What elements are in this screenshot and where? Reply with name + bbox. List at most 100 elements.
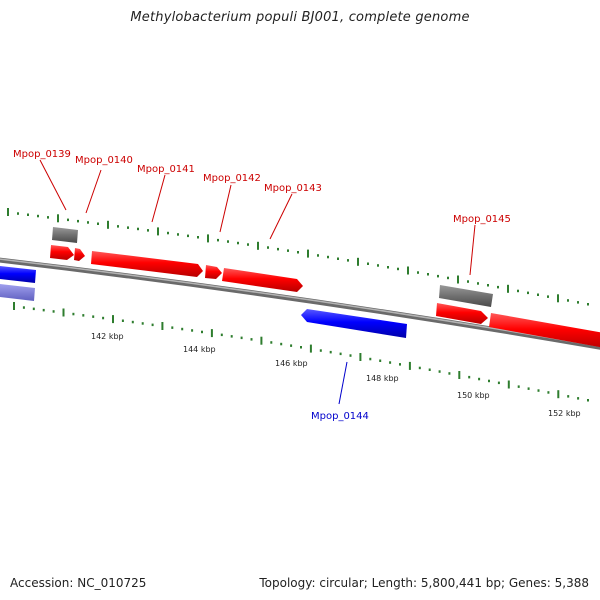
outer-ring-major-tick — [207, 234, 209, 243]
inner-ring-minor-tick — [300, 346, 302, 349]
inner-ring-major-tick — [408, 361, 411, 370]
outer-ring-major-tick — [57, 214, 59, 223]
outer-ring-minor-tick — [367, 262, 369, 265]
outer-ring-major-tick — [307, 249, 309, 258]
outer-ring-minor-tick — [487, 284, 489, 287]
gene-arrow-mpop0142[interactable] — [205, 265, 222, 279]
outer-ring-minor-tick — [147, 229, 149, 232]
gene-label-mpop0144[interactable]: Mpop_0144 — [311, 411, 369, 422]
outer-ring-minor-tick — [317, 254, 319, 257]
inner-ring-minor-tick — [527, 387, 530, 390]
inner-ring-major-tick — [309, 344, 312, 353]
inner-ring-minor-tick — [42, 308, 45, 312]
scale-label-144: 144 kbp — [183, 345, 216, 354]
outer-ring-minor-tick — [427, 273, 429, 276]
inner-ring-minor-tick — [517, 385, 520, 388]
inner-ring-minor-tick — [478, 377, 481, 381]
gene-label-mpop0140[interactable]: Mpop_0140 — [75, 155, 133, 166]
inner-ring-minor-tick — [488, 379, 490, 383]
scale-label-148: 148 kbp — [366, 374, 399, 383]
inner-ring-minor-tick — [102, 316, 105, 320]
gene-label-mpop0142[interactable]: Mpop_0142 — [203, 173, 261, 184]
outer-ring-minor-tick — [97, 222, 99, 225]
inner-ring-minor-tick — [171, 326, 174, 329]
gene-arrow-mpop0141[interactable] — [91, 251, 203, 277]
inner-ring-minor-tick — [547, 391, 550, 394]
inner-ring-minor-tick — [290, 344, 293, 347]
accession-label: Accession: NC_010725 — [10, 576, 147, 590]
gene-arrow-next[interactable] — [489, 313, 600, 349]
genome-backbone — [0, 257, 600, 350]
outer-ring-major-tick — [457, 275, 459, 284]
inner-ring-major-tick — [161, 322, 164, 330]
inner-ring-minor-tick — [131, 320, 134, 324]
outer-ring-major-tick — [257, 241, 259, 250]
inner-ring-minor-tick — [468, 375, 471, 379]
outer-ring-minor-tick — [447, 276, 449, 280]
inner-ring-minor-tick — [587, 399, 589, 402]
inner-ring-minor-tick — [389, 361, 392, 364]
outer-ring-minor-tick — [537, 293, 539, 296]
outer-ring-major-tick — [407, 266, 409, 275]
scale-label-142: 142 kbp — [91, 332, 124, 341]
reverse-gene-left-edge[interactable] — [0, 266, 36, 283]
outer-ring-minor-tick — [137, 227, 139, 231]
inner-ring-minor-tick — [92, 315, 95, 318]
gene-arrow-mpop0143[interactable] — [222, 268, 303, 292]
outer-ring-minor-tick — [547, 295, 549, 298]
outer-ring-minor-tick — [577, 301, 579, 304]
inner-ring-minor-tick — [191, 329, 194, 332]
outer-ring-minor-tick — [37, 214, 39, 218]
rna-gene-2[interactable] — [439, 285, 493, 307]
outer-tick-ring — [7, 208, 589, 306]
inner-ring-minor-tick — [141, 322, 144, 325]
outer-ring-minor-tick — [417, 271, 419, 274]
gene-label-mpop0145[interactable]: Mpop_0145 — [453, 214, 511, 225]
outer-ring-minor-tick — [397, 267, 399, 271]
outer-ring-minor-tick — [117, 225, 119, 228]
inner-ring-minor-tick — [82, 314, 85, 317]
outer-ring-minor-tick — [297, 251, 299, 254]
outer-ring-minor-tick — [477, 282, 479, 285]
outer-ring-minor-tick — [17, 212, 19, 215]
inner-ring-minor-tick — [497, 381, 500, 385]
inner-ring-major-tick — [260, 336, 263, 345]
inner-ring-minor-tick — [72, 312, 75, 316]
outer-ring-minor-tick — [247, 243, 249, 246]
outer-ring-minor-tick — [27, 213, 29, 216]
outer-ring-minor-tick — [497, 285, 499, 289]
outer-ring-minor-tick — [197, 236, 199, 239]
outer-ring-major-tick — [357, 257, 359, 266]
inner-ring-minor-tick — [399, 363, 401, 366]
inner-ring-major-tick — [359, 353, 362, 361]
inner-ring-minor-tick — [32, 307, 35, 311]
outer-ring-minor-tick — [47, 216, 49, 219]
gene-arrow-mpop0139[interactable] — [50, 245, 74, 260]
outer-ring-minor-tick — [437, 274, 439, 278]
inner-ring-minor-tick — [448, 372, 451, 375]
inner-ring-minor-tick — [270, 341, 273, 344]
scale-label-152: 152 kbp — [548, 409, 581, 418]
gene-label-mpop0141[interactable]: Mpop_0141 — [137, 164, 195, 175]
gene-arrow-mpop0140[interactable] — [74, 248, 85, 261]
inner-ring-minor-tick — [418, 366, 421, 370]
outer-ring-minor-tick — [287, 249, 289, 252]
inner-ring-major-tick — [458, 371, 461, 379]
outer-ring-minor-tick — [467, 280, 469, 283]
reverse-gene-left-edge-faded[interactable] — [0, 284, 35, 301]
inner-ring-major-tick — [210, 329, 213, 338]
inner-ring-minor-tick — [329, 350, 332, 354]
gene-leader-lines — [39, 159, 476, 405]
rna-gene-1[interactable] — [52, 227, 78, 243]
map-title: Methylobacterium populi BJ001, complete … — [130, 10, 470, 25]
inner-ring-minor-tick — [240, 336, 243, 340]
scale-label-150: 150 kbp — [457, 391, 490, 400]
gene-arrow-mpop0145[interactable] — [436, 303, 488, 324]
inner-ring-minor-tick — [121, 319, 124, 322]
gene-arrow-mpop0144[interactable] — [301, 309, 407, 338]
gene-label-mpop0143[interactable]: Mpop_0143 — [264, 183, 322, 194]
gene-label-mpop0139[interactable]: Mpop_0139 — [13, 149, 71, 160]
outer-ring-minor-tick — [67, 218, 69, 222]
outer-ring-minor-tick — [227, 240, 229, 243]
